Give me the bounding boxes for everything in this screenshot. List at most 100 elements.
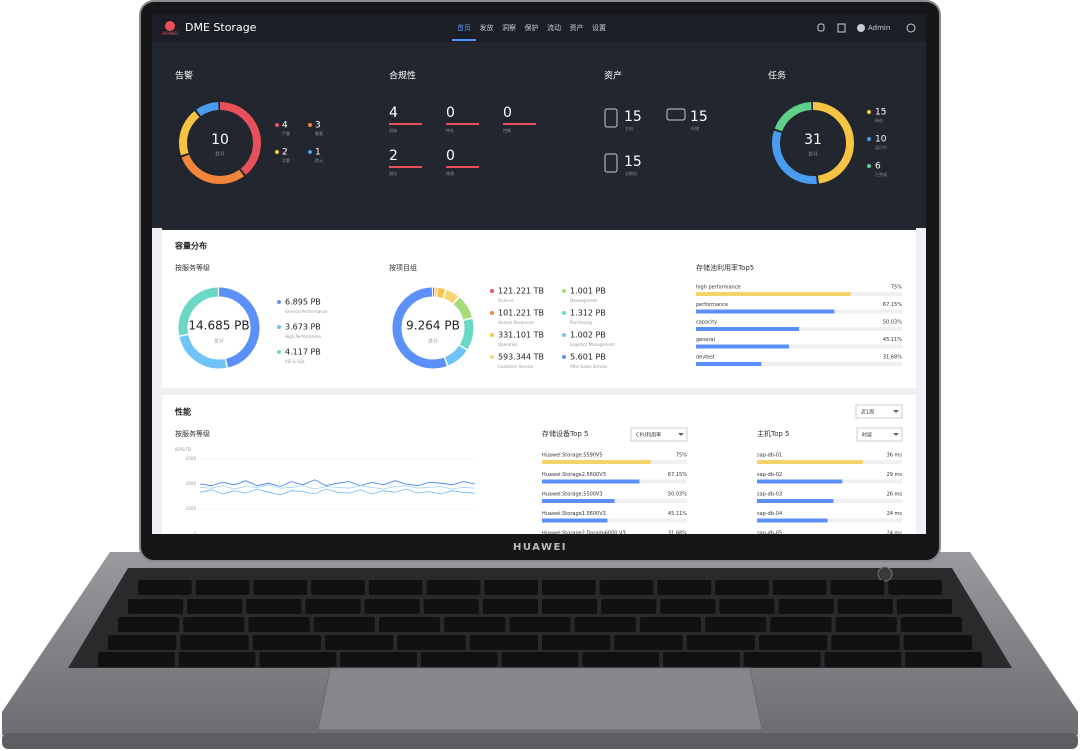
- legend-dot: [277, 350, 281, 354]
- key: [719, 599, 775, 614]
- panel-gap: [162, 388, 916, 395]
- key: [426, 580, 481, 595]
- key: [660, 599, 716, 614]
- capacity-amount: 4.117 PB: [285, 348, 321, 357]
- nav-item[interactable]: 资产: [570, 23, 584, 32]
- user-icon: [857, 24, 865, 32]
- donut-segment: [179, 102, 261, 184]
- legend-dot: [275, 150, 279, 154]
- bar: [696, 309, 835, 314]
- bar-label: Huawei.Storage2.5600V3: [542, 472, 606, 478]
- key: [305, 599, 361, 614]
- legend-dot: [490, 333, 494, 337]
- key: [340, 652, 417, 667]
- key: [98, 652, 175, 667]
- subsection-title: 存储设备Top 5: [542, 429, 589, 438]
- donut-segment: [392, 287, 474, 369]
- legend-dot: [490, 311, 494, 315]
- key: [397, 635, 466, 650]
- key: [178, 652, 256, 667]
- subsection-title: 按服务等级: [175, 429, 210, 438]
- key: [444, 617, 506, 632]
- capacity-amount: 593.344 TB: [498, 353, 544, 362]
- user-menu[interactable]: Admin: [868, 24, 890, 32]
- capacity-amount: 121.221 TB: [498, 287, 544, 296]
- bar: [757, 518, 828, 523]
- alarm-label: 次要: [282, 157, 290, 163]
- capacity-name: After-Sales Service: [570, 364, 608, 369]
- legend-dot: [277, 300, 281, 304]
- bar-value: 36 ms: [887, 453, 903, 459]
- laptop-brand: HUAWEI: [513, 542, 567, 553]
- capacity-name: Logistics Management: [570, 342, 615, 347]
- nav-item[interactable]: 设置: [592, 23, 606, 32]
- nav-item[interactable]: 洞察: [502, 23, 516, 32]
- task-label: 运行中: [875, 144, 887, 150]
- bar-value: 50.03%: [668, 492, 687, 498]
- capacity-name: Development: [570, 298, 597, 303]
- section-title: 资产: [604, 70, 622, 82]
- key: [582, 652, 660, 667]
- key: [259, 652, 337, 667]
- bar: [696, 362, 762, 366]
- key: [484, 580, 538, 595]
- section-title: 任务: [768, 70, 786, 82]
- key: [601, 599, 657, 614]
- dropdown[interactable]: [630, 427, 688, 442]
- bar-label: Huawei.Storage.5500V3: [542, 492, 603, 498]
- key: [248, 617, 310, 632]
- alarm-label: 重要: [315, 130, 323, 136]
- key: [835, 617, 897, 632]
- bar-label: high performance: [696, 285, 741, 291]
- nav-item[interactable]: 发放: [480, 23, 494, 32]
- nav-item[interactable]: 流动: [547, 23, 561, 32]
- nav-item[interactable]: 首页: [457, 23, 471, 32]
- bar-label: sap-db-01: [757, 453, 782, 459]
- nav-active: [452, 39, 476, 41]
- dropdown-value: 时延: [862, 432, 872, 439]
- alarm-label: 严重: [282, 130, 290, 136]
- task-count: 6: [875, 162, 881, 172]
- legend-dot: [867, 164, 871, 168]
- bar-value: 75%: [891, 285, 902, 291]
- donut-total: 14.685 PB: [188, 319, 249, 333]
- dropdown-value: 近1周: [861, 409, 874, 416]
- dropdown[interactable]: [855, 404, 903, 419]
- key: [180, 635, 249, 650]
- bar: [757, 499, 834, 503]
- donut-segment: [772, 102, 854, 184]
- capacity-name: High Performance: [285, 334, 321, 339]
- screen: HUAWEI DME Storage 首页 发放 洞察 保护 流动 资产 设置 Admin告警10…: [152, 14, 926, 534]
- key: [501, 652, 579, 667]
- asset-label: 交换机: [625, 170, 637, 176]
- donut-segment: [179, 102, 261, 184]
- panel-gutter: [152, 228, 162, 534]
- asset-label: 存储: [691, 125, 699, 131]
- nav-item[interactable]: 保护: [525, 23, 539, 32]
- legend-dot: [867, 110, 871, 114]
- bar: [696, 327, 800, 331]
- donut-total-label: 总计: [215, 151, 225, 158]
- compliance-count: 0: [503, 105, 512, 121]
- legend-dot: [562, 355, 566, 359]
- capacity-name: General Performance: [285, 309, 328, 314]
- bar-value: 50.03%: [883, 320, 902, 326]
- dropdown-value: CPU利用率: [636, 432, 661, 439]
- key: [138, 580, 192, 595]
- key: [599, 580, 654, 595]
- key: [905, 652, 982, 667]
- donut-total-label: 总计: [428, 338, 438, 345]
- panel-gutter: [916, 228, 926, 534]
- y-tick-label: 3000: [186, 481, 197, 486]
- task-count: 10: [875, 135, 887, 145]
- capacity-amount: 3.673 PB: [285, 323, 321, 332]
- dropdown[interactable]: [856, 427, 903, 442]
- key: [778, 599, 834, 614]
- key: [325, 635, 394, 650]
- capacity-amount: 1.312 PB: [570, 309, 606, 318]
- legend-dot: [308, 123, 312, 127]
- capacity-name: Customer Service: [498, 364, 534, 369]
- asset-count: 15: [624, 154, 642, 170]
- compliance-count: 0: [446, 105, 455, 121]
